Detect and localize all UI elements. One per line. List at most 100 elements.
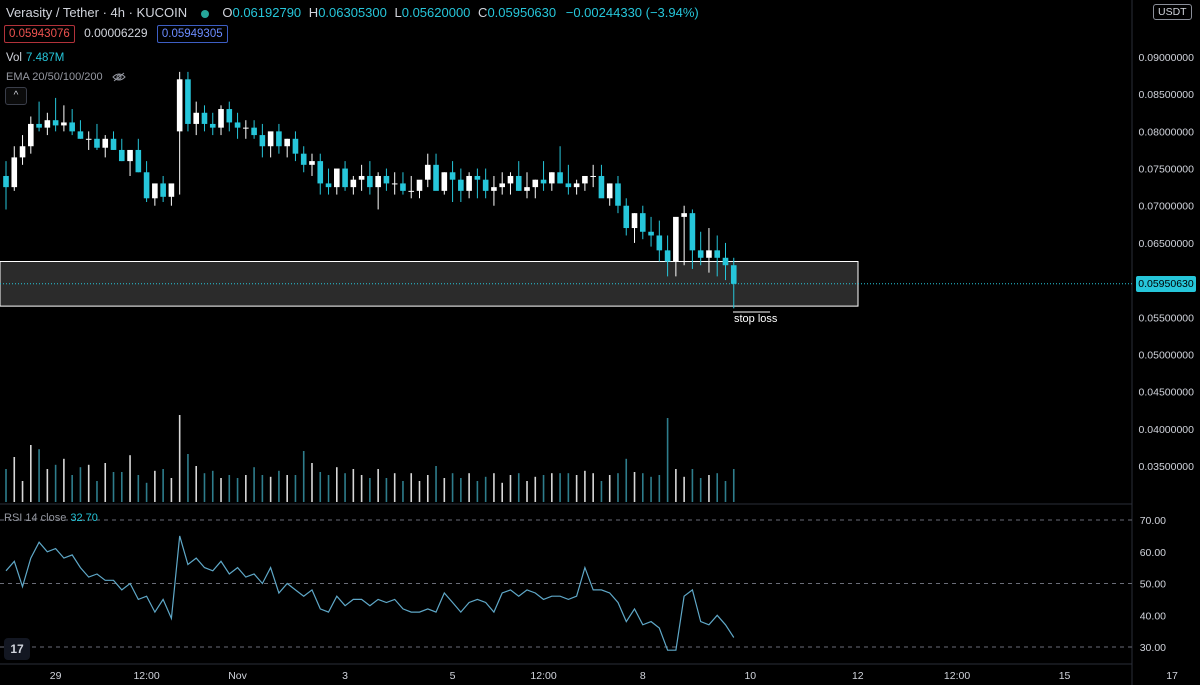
quote-row: 0.05943076 0.00006229 0.05949305 bbox=[4, 25, 232, 43]
candle-body bbox=[36, 123, 42, 128]
candle bbox=[284, 138, 290, 158]
candle-body bbox=[549, 172, 555, 184]
candle bbox=[118, 138, 125, 162]
candle bbox=[714, 235, 721, 277]
candle-body bbox=[507, 175, 514, 184]
candle bbox=[201, 105, 208, 132]
candle-body bbox=[557, 172, 563, 184]
volume-bar bbox=[675, 469, 677, 502]
volume-bar bbox=[195, 466, 198, 502]
hidden-eye-icon[interactable] bbox=[111, 72, 126, 82]
volume-bar bbox=[526, 481, 528, 502]
volume-bar bbox=[96, 481, 98, 502]
volume-bar bbox=[575, 475, 578, 502]
volume-bar bbox=[650, 476, 652, 502]
candle-body bbox=[77, 131, 84, 139]
spread-value: 0.00006229 bbox=[84, 26, 148, 40]
volume-bar bbox=[211, 470, 214, 502]
tradingview-logo[interactable]: 17 bbox=[4, 638, 30, 660]
candle-body bbox=[69, 122, 75, 132]
rsi-legend[interactable]: RSI 14 close 32.70 bbox=[4, 512, 98, 524]
candle bbox=[582, 175, 588, 191]
candle-body bbox=[416, 179, 423, 191]
candle-body bbox=[118, 149, 125, 162]
volume-legend[interactable]: Vol 7.487M bbox=[6, 52, 64, 64]
price-tick-label: 0.07500000 bbox=[1139, 164, 1195, 176]
candle bbox=[722, 242, 729, 281]
candle bbox=[52, 97, 59, 132]
candle-body bbox=[722, 257, 729, 266]
candle bbox=[276, 123, 282, 154]
price-tick-label: 0.08000000 bbox=[1139, 126, 1195, 138]
candle-body bbox=[449, 172, 456, 180]
time-tick-label: 12 bbox=[852, 670, 864, 682]
time-tick-label: 8 bbox=[640, 670, 646, 682]
volume-value: 7.487M bbox=[26, 52, 65, 64]
candle-body bbox=[515, 175, 522, 191]
volume-bar bbox=[600, 481, 603, 502]
candle-body bbox=[300, 153, 307, 165]
volume-bar bbox=[5, 469, 7, 502]
volume-bar bbox=[708, 475, 710, 502]
candle-body bbox=[267, 131, 274, 147]
candle bbox=[598, 164, 605, 199]
open-value: 0.06192790 bbox=[232, 5, 302, 20]
candle bbox=[664, 235, 671, 277]
candle bbox=[408, 175, 415, 199]
candle-body bbox=[234, 122, 241, 128]
candle bbox=[160, 175, 166, 203]
collapse-legend-button[interactable]: ^ bbox=[5, 87, 27, 105]
candle bbox=[474, 168, 481, 199]
ema-legend[interactable]: EMA 20/50/100/200 bbox=[6, 71, 126, 83]
candle-body bbox=[325, 183, 332, 188]
candle bbox=[102, 135, 109, 158]
volume-bar bbox=[162, 469, 164, 502]
candle-body bbox=[135, 149, 142, 173]
volume-bar bbox=[13, 457, 16, 502]
candle-body bbox=[424, 164, 431, 180]
candle-body bbox=[52, 120, 59, 126]
sell-button[interactable]: 0.05943076 bbox=[4, 25, 75, 43]
candle-body bbox=[276, 131, 282, 147]
candle bbox=[135, 138, 142, 173]
symbol-title[interactable]: Verasity / Tether · 4h · KUCOIN bbox=[6, 5, 188, 20]
buy-button[interactable]: 0.05949305 bbox=[156, 25, 228, 43]
volume-bar bbox=[311, 463, 313, 502]
rsi-label: RSI 14 close bbox=[4, 512, 67, 524]
candle bbox=[28, 116, 34, 154]
volume-bar bbox=[63, 458, 65, 502]
candle-body bbox=[3, 175, 9, 188]
ema-label: EMA 20/50/100/200 bbox=[6, 71, 103, 83]
candle-body bbox=[176, 79, 183, 132]
symbol-header: Verasity / Tether · 4h · KUCOIN O0.06192… bbox=[6, 5, 699, 20]
price-tick-label: 0.03500000 bbox=[1139, 461, 1195, 473]
candle-body bbox=[524, 187, 530, 191]
candle bbox=[226, 101, 233, 132]
volume-bar bbox=[137, 475, 140, 502]
candle bbox=[540, 161, 547, 191]
candle bbox=[557, 146, 563, 184]
volume-label: Vol bbox=[6, 52, 22, 64]
volume-bar bbox=[625, 458, 628, 502]
candle bbox=[673, 216, 679, 277]
candle bbox=[433, 153, 439, 191]
candle bbox=[317, 153, 324, 195]
candle bbox=[85, 131, 92, 150]
volume-bar bbox=[170, 478, 173, 502]
candle bbox=[342, 161, 348, 191]
currency-button[interactable]: USDT bbox=[1153, 4, 1192, 20]
volume-bar bbox=[377, 469, 379, 502]
time-tick-label: 17 bbox=[1166, 670, 1178, 682]
candle bbox=[449, 161, 456, 203]
last-price-tag: 0.05950630 bbox=[1136, 275, 1196, 292]
volume-bar bbox=[426, 475, 429, 502]
price-tick-label: 0.09000000 bbox=[1139, 52, 1195, 64]
candle-body bbox=[631, 213, 638, 229]
candle-body bbox=[582, 175, 588, 184]
candle bbox=[441, 172, 448, 195]
candle-body bbox=[466, 175, 472, 191]
candle bbox=[11, 146, 18, 191]
candle bbox=[309, 153, 315, 176]
